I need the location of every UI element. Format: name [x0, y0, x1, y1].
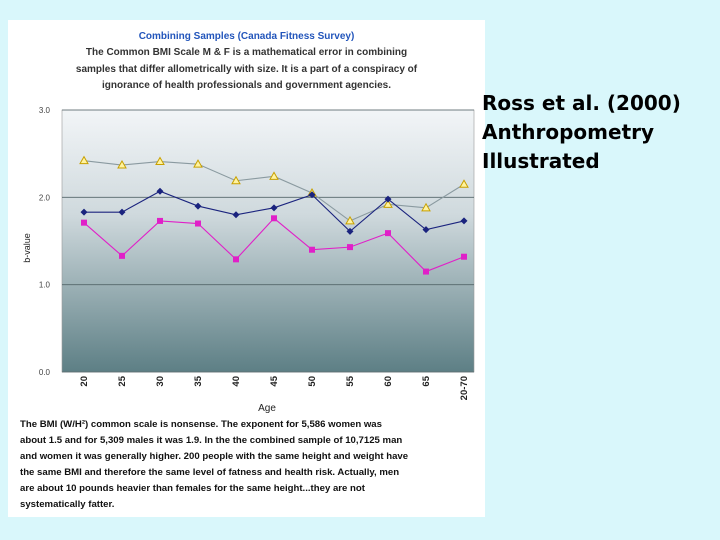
data-point — [232, 211, 240, 219]
y-tick-label: 2.0 — [39, 193, 51, 202]
slide-image: Combining Samples (Canada Fitness Survey… — [8, 20, 485, 517]
data-point — [81, 219, 87, 226]
y-axis-label: b-value — [22, 233, 32, 263]
data-point — [195, 220, 201, 227]
data-point — [308, 191, 316, 199]
x-tick-label: 50 — [307, 376, 318, 387]
y-tick-label: 1.0 — [39, 281, 51, 290]
slide-title-line-1: Ross et al. (2000) — [482, 91, 681, 115]
data-point — [384, 195, 392, 203]
y-tick-label: 0.0 — [39, 368, 51, 377]
note-line-1: The BMI (W/H²) common scale is nonsense.… — [20, 419, 382, 430]
data-point — [347, 244, 353, 251]
x-tick-label: 60 — [383, 376, 394, 387]
note-line-3: and women it was generally higher. 200 p… — [20, 451, 409, 462]
note-line-6: systematically fatter. — [20, 499, 115, 510]
note-line-4: the same BMI and therefore the same leve… — [20, 467, 400, 478]
data-point — [423, 268, 429, 275]
x-tick-label: 40 — [231, 376, 242, 387]
data-point — [80, 208, 88, 216]
data-point — [346, 227, 354, 235]
data-point — [231, 175, 241, 185]
data-point — [194, 202, 202, 210]
data-point — [422, 226, 430, 234]
note-line-2: about 1.5 and for 5,309 males it was 1.9… — [20, 435, 403, 446]
x-tick-label: 30 — [155, 376, 166, 387]
data-point — [461, 253, 467, 260]
data-point — [385, 230, 391, 237]
x-tick-label: 45 — [269, 375, 280, 386]
x-tick-label: 20-70 — [459, 376, 470, 400]
data-point — [460, 217, 468, 225]
slide-title-line-3: Illustrated — [482, 149, 600, 173]
data-point — [118, 208, 126, 216]
data-point — [233, 256, 239, 263]
y-tick-label: 3.0 — [39, 106, 51, 115]
slide-title-line-2: Anthropometry — [482, 120, 655, 144]
data-point — [271, 215, 277, 222]
data-point — [193, 159, 203, 168]
data-point — [117, 160, 127, 169]
data-point — [270, 204, 278, 212]
data-point — [383, 199, 393, 208]
data-point — [269, 171, 279, 180]
x-tick-label: 65 — [421, 375, 432, 386]
x-axis-label: Age — [258, 403, 276, 414]
x-tick-label: 35 — [193, 375, 204, 386]
plot-area — [61, 109, 475, 373]
x-tick-label: 55 — [345, 375, 356, 386]
data-point — [459, 179, 469, 188]
slide-title: Ross et al. (2000) Anthropometry Illustr… — [482, 89, 718, 176]
line-chart: 0.0 1.0 2.0 3.0 20 25 30 35 40 45 50 55 60 65 20-70 b… — [22, 106, 475, 414]
data-point — [119, 252, 125, 259]
chart-title: Combining Samples (Canada Fitness Survey… — [138, 31, 355, 42]
chart-subtitle-line-2: samples that differ allometrically with … — [75, 64, 418, 75]
chart-subtitle-line-3: ignorance of health professionals and go… — [102, 80, 391, 91]
chart-subtitle-line-1: The Common BMI Scale M & F is a mathemat… — [85, 47, 408, 58]
x-tick-label: 25 — [117, 375, 128, 386]
data-point — [157, 217, 163, 224]
data-point — [155, 156, 165, 166]
data-point — [79, 155, 89, 165]
data-point — [156, 187, 164, 195]
note-line-5: are about 10 pounds heavier than females… — [20, 483, 365, 494]
x-tick-label: 20 — [79, 376, 90, 387]
data-point — [345, 215, 355, 225]
data-point — [421, 202, 431, 212]
data-point — [309, 246, 315, 253]
